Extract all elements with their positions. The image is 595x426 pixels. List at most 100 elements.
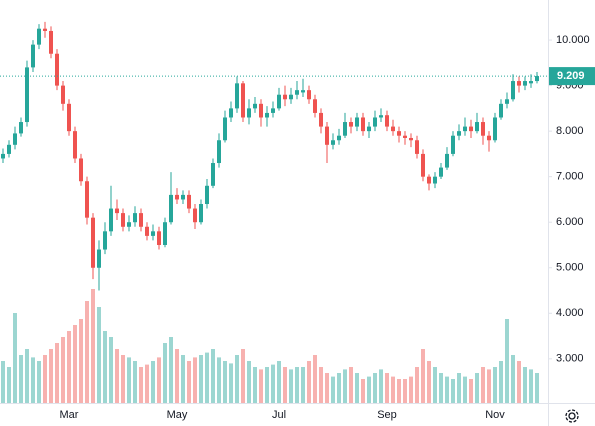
candle-body bbox=[397, 131, 401, 136]
volume-bar bbox=[55, 343, 59, 403]
volume-bar bbox=[169, 337, 173, 403]
candle-body bbox=[253, 103, 257, 109]
candle-body bbox=[103, 231, 107, 250]
volume-bar bbox=[187, 361, 191, 403]
candle-body bbox=[451, 135, 455, 154]
last-price-badge bbox=[549, 67, 595, 86]
candle-body bbox=[427, 176, 431, 184]
volume-bar bbox=[499, 361, 503, 403]
x-tick-label: Nov bbox=[485, 409, 505, 421]
candle-body bbox=[529, 81, 533, 84]
settings-icon-teeth bbox=[565, 409, 579, 423]
volume-bar bbox=[19, 355, 23, 403]
candle-body bbox=[163, 222, 167, 245]
candle-body bbox=[193, 208, 197, 223]
candle-body bbox=[271, 108, 275, 113]
settings-icon[interactable] bbox=[565, 409, 579, 423]
candle-body bbox=[493, 117, 497, 141]
candle-body bbox=[523, 81, 527, 86]
candle-body bbox=[97, 249, 101, 268]
candle-body bbox=[85, 181, 89, 218]
volume-bar bbox=[31, 357, 35, 403]
volume-bar bbox=[49, 349, 53, 403]
candle-body bbox=[487, 135, 491, 141]
candle-body bbox=[469, 126, 473, 132]
candle-body bbox=[349, 122, 353, 127]
candle-body bbox=[127, 222, 131, 227]
candle-body bbox=[13, 133, 17, 145]
candle-body bbox=[391, 126, 395, 132]
volume-bar bbox=[241, 349, 245, 403]
candle-body bbox=[91, 217, 95, 268]
candle-body bbox=[337, 135, 341, 141]
candle-body bbox=[247, 108, 251, 118]
candle-body bbox=[457, 131, 461, 136]
candle-body bbox=[133, 213, 137, 223]
volume-bar bbox=[37, 361, 41, 403]
volume-bar bbox=[193, 357, 197, 403]
candle-body bbox=[187, 194, 191, 209]
y-tick-label: 5.000 bbox=[556, 262, 584, 274]
candle-body bbox=[169, 194, 173, 223]
volume-bar bbox=[103, 331, 107, 403]
candle-body bbox=[343, 122, 347, 136]
volume-bar bbox=[463, 376, 467, 403]
volume-bar bbox=[433, 367, 437, 403]
volume-bar bbox=[133, 361, 137, 403]
x-tick-label: Jul bbox=[272, 409, 286, 421]
candle-body bbox=[511, 81, 515, 100]
volume-bar bbox=[97, 307, 101, 403]
candle-body bbox=[445, 153, 449, 168]
candle-body bbox=[175, 194, 179, 200]
volume-bar bbox=[127, 357, 131, 403]
volume-bar bbox=[361, 379, 365, 403]
candle-body bbox=[403, 135, 407, 138]
candle-body bbox=[475, 122, 479, 132]
volume-bar bbox=[421, 349, 425, 403]
candle-body bbox=[313, 99, 317, 113]
candle-body bbox=[67, 103, 71, 132]
candle-body bbox=[25, 67, 29, 123]
volume-bar bbox=[85, 301, 89, 403]
volume-bar bbox=[511, 355, 515, 403]
volume-bar bbox=[7, 367, 11, 403]
candle-body bbox=[463, 126, 467, 132]
candles bbox=[1, 21, 539, 291]
volume-bar bbox=[121, 355, 125, 403]
volume-bar bbox=[409, 376, 413, 403]
candle-body bbox=[115, 208, 119, 214]
volume-bar bbox=[439, 373, 443, 403]
volume-bar bbox=[205, 352, 209, 403]
candle-body bbox=[37, 28, 41, 45]
candle-body bbox=[79, 158, 83, 182]
candle-body bbox=[181, 194, 185, 200]
candle-body bbox=[121, 213, 125, 227]
volume-bar bbox=[445, 376, 449, 403]
volume-bar bbox=[355, 373, 359, 403]
candle-body bbox=[379, 115, 383, 118]
volume-bar bbox=[223, 361, 227, 403]
volume-bar bbox=[487, 369, 491, 403]
candle-body bbox=[109, 208, 113, 232]
volume-bar bbox=[457, 373, 461, 403]
volume-bar bbox=[265, 367, 269, 403]
volume-bar bbox=[217, 357, 221, 403]
candle-body bbox=[295, 90, 299, 95]
candle-body bbox=[43, 28, 47, 31]
volume-bar bbox=[151, 361, 155, 403]
candle-body bbox=[355, 117, 359, 127]
candle-body bbox=[217, 140, 221, 164]
volume-bar bbox=[301, 367, 305, 403]
candle-body bbox=[439, 167, 443, 177]
volume-bar bbox=[145, 364, 149, 403]
volume-bar bbox=[43, 355, 47, 403]
x-tick-label: Sep bbox=[377, 409, 397, 421]
volume-bar bbox=[247, 361, 251, 403]
volume-bar bbox=[91, 289, 95, 403]
volume-bar bbox=[391, 376, 395, 403]
volume-bar bbox=[415, 367, 419, 403]
y-tick-label: 6.000 bbox=[556, 216, 584, 228]
volume-bar bbox=[343, 369, 347, 403]
volume-bar bbox=[307, 361, 311, 403]
